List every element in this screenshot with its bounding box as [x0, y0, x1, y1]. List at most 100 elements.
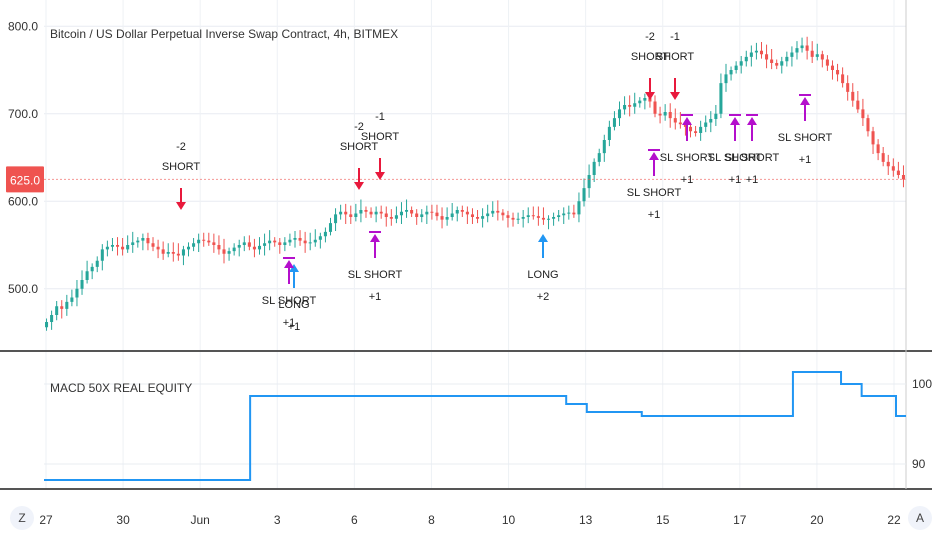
signal-label-2: SHORT [361, 131, 400, 143]
candle-body [597, 153, 601, 162]
signal-label-2: +1 [283, 317, 296, 329]
candle-body [810, 50, 814, 57]
candle-body [780, 61, 784, 66]
last-price-badge [6, 166, 44, 193]
candle-body [861, 109, 865, 119]
signal-arrowhead [800, 97, 810, 105]
candle-body [775, 63, 779, 66]
candle-body [303, 240, 307, 244]
candle-body [825, 59, 829, 66]
candle-body [465, 211, 469, 215]
candle-body [572, 212, 576, 215]
zoom-icon[interactable]: Z [10, 506, 34, 530]
candle-body [420, 214, 424, 217]
candle-body [379, 211, 383, 214]
signal-label-2: +1 [746, 174, 759, 186]
candle-body [901, 175, 905, 180]
x-tick-label: 8 [428, 513, 435, 527]
signal-label: -2 [176, 141, 186, 153]
signal-arrowhead [649, 152, 659, 160]
candle-body [668, 112, 672, 119]
candle-body [526, 215, 530, 217]
candle-body [714, 113, 718, 119]
candle-body [511, 217, 515, 220]
signal-label: -2 [645, 31, 655, 43]
candle-body [212, 242, 216, 245]
candle-body [105, 246, 109, 250]
candle-body [744, 56, 748, 62]
candle-body [820, 54, 824, 60]
signal-arrowhead [747, 117, 757, 125]
candle-body [531, 215, 535, 217]
candle-body [197, 239, 201, 244]
signal-label-2: +1 [369, 291, 382, 303]
candle-body [765, 54, 769, 60]
signal-label: -1 [670, 31, 680, 43]
signal-arrowhead [538, 234, 548, 242]
candle-body [638, 100, 642, 104]
candle-body [323, 231, 327, 237]
candle-body [617, 109, 622, 119]
candle-body [836, 70, 840, 75]
candle-body [871, 131, 875, 145]
candle-body [663, 112, 667, 116]
candle-body [339, 211, 343, 215]
candle-body [851, 91, 855, 101]
candle-body [222, 249, 226, 254]
candle-body [131, 242, 135, 245]
candle-body [110, 245, 114, 247]
candle-body [759, 50, 764, 55]
candle-body [344, 211, 348, 215]
candle-body [521, 217, 525, 219]
signal-label-2: SHORT [656, 51, 695, 63]
candle-body [410, 210, 414, 214]
candle-body [567, 212, 571, 214]
candle-body [121, 246, 125, 250]
candle-body [749, 52, 753, 57]
candle-body [283, 242, 287, 245]
candle-body [607, 126, 611, 140]
x-tick-label: 6 [351, 513, 358, 527]
candle-body [896, 170, 900, 175]
candle-body [552, 217, 556, 219]
signal-label-2: +1 [799, 154, 812, 166]
candle-body [856, 100, 860, 110]
candle-body [273, 240, 277, 243]
candle-body [359, 210, 363, 214]
candle-body [683, 124, 687, 127]
candle-body [724, 74, 728, 84]
candle-body [628, 105, 632, 107]
candle-body [815, 54, 819, 57]
candle-body [491, 210, 495, 214]
candle-body [50, 315, 54, 322]
last-price-label: 625.0 [10, 173, 40, 187]
signal-label-2: +1 [648, 209, 661, 221]
auto-scale-icon[interactable]: A [908, 506, 932, 530]
candle-body [582, 188, 586, 202]
candle-body [85, 271, 89, 280]
x-tick-label: Jun [191, 513, 210, 527]
candle-body [476, 217, 480, 219]
candle-body [425, 211, 429, 215]
x-tick-label: 17 [733, 513, 747, 527]
candle-body [547, 218, 551, 220]
candle-body [60, 306, 64, 309]
signal-label: SL SHORT [660, 152, 715, 164]
candle-body [658, 113, 662, 116]
candle-body [318, 236, 322, 240]
candle-body [334, 214, 338, 224]
candle-body [45, 322, 49, 328]
candle-body [156, 246, 160, 250]
candle-body [399, 211, 403, 216]
signal-label: -2 [354, 121, 364, 133]
signal-arrowhead [645, 92, 655, 100]
signal-arrowhead [670, 92, 680, 100]
equity-line [44, 371, 906, 481]
candle-body [181, 249, 185, 256]
candle-body [536, 216, 540, 218]
candle-body [126, 245, 130, 250]
candle-body [805, 45, 809, 51]
candle-body [460, 210, 464, 212]
